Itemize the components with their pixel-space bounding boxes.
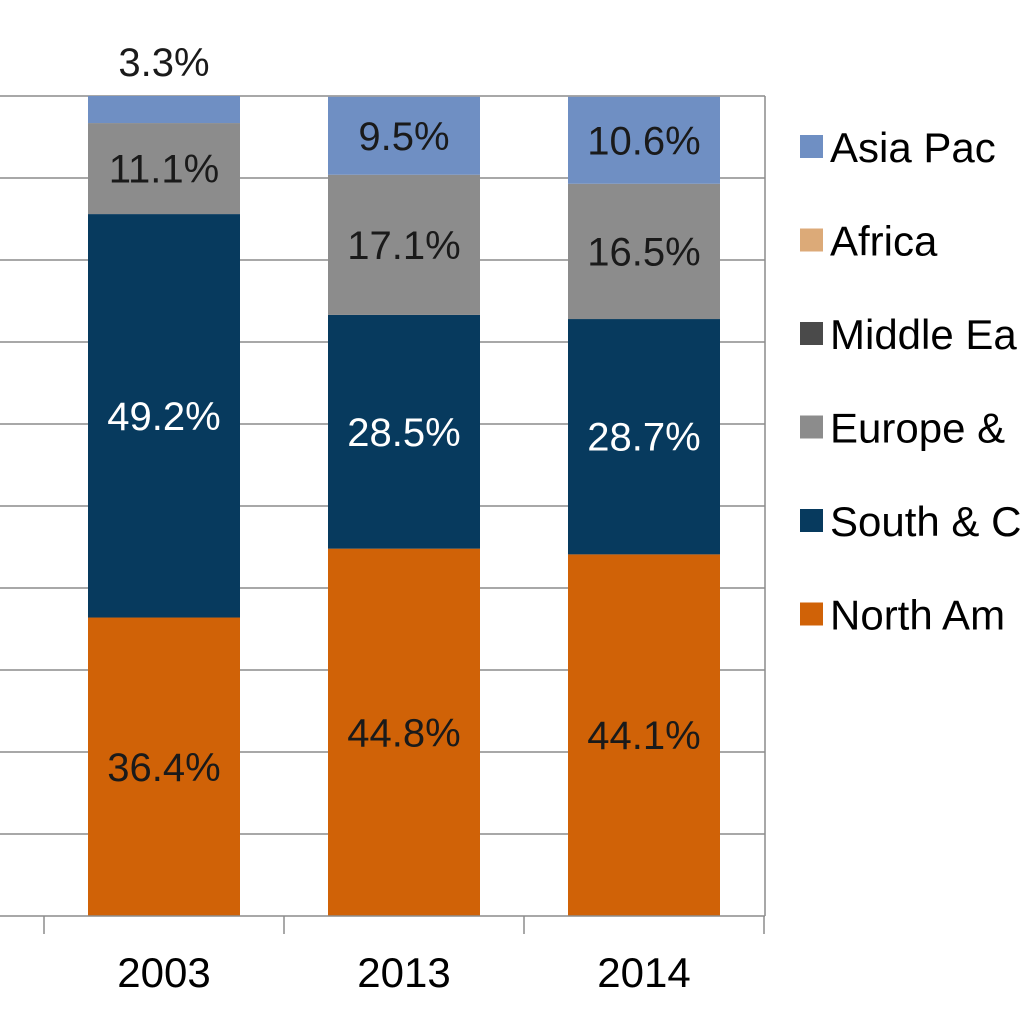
- data-label-2013-europe-eurasia: 17.1%: [347, 224, 460, 268]
- legend-label-asia-pacific: Asia Pac: [830, 124, 996, 171]
- data-label-2014-north-america: 44.1%: [587, 714, 700, 758]
- bar-2013-asia-pacific: [328, 96, 480, 175]
- data-label-2003-asia-pacific: 3.3%: [118, 41, 209, 85]
- legend-swatch-africa: [800, 228, 823, 252]
- legend-label-europe-eurasia: Europe &: [830, 405, 1005, 452]
- bar-2003-europe-eurasia: [88, 123, 240, 215]
- bar-2014-south-central-america: [568, 319, 720, 555]
- x-tick-label-2014: 2014: [597, 949, 690, 996]
- legend-label-south-central-america: South & C: [830, 498, 1021, 545]
- x-tick-labels: 2003 2013 2014: [117, 949, 690, 996]
- data-label-2014-asia-pacific: 10.6%: [587, 119, 700, 163]
- data-label-2013-north-america: 44.8%: [347, 711, 460, 755]
- legend-swatch-north-america: [800, 602, 823, 626]
- bar-segments: [88, 96, 720, 916]
- data-label-2003-europe-eurasia: 11.1%: [109, 148, 219, 192]
- data-label-2014-south-central-america: 28.7%: [587, 416, 700, 460]
- bar-2014-north-america: [568, 554, 720, 916]
- legend: Asia Pac Africa Middle Ea Europe & South & C…: [800, 124, 1021, 639]
- bar-2003-north-america: [88, 617, 240, 916]
- data-labels: 36.4% 49.2% 11.1% 3.3% 44.8% 28.5% 17.1% 9.5% 44…: [107, 41, 700, 790]
- data-label-2013-south-central-america: 28.5%: [347, 411, 460, 455]
- bar-2013-europe-eurasia: [328, 174, 480, 315]
- legend-label-middle-east: Middle Ea: [830, 311, 1017, 358]
- legend-swatch-middle-east: [800, 322, 823, 345]
- bar-2013-north-america: [328, 548, 480, 916]
- data-label-2013-asia-pacific: 9.5%: [358, 115, 449, 159]
- data-label-2014-europe-eurasia: 16.5%: [587, 230, 700, 274]
- legend-swatch-europe-eurasia: [800, 415, 823, 439]
- legend-swatch-south-central-america: [800, 509, 823, 532]
- data-label-2003-south-central-america: 49.2%: [107, 395, 220, 439]
- x-tick-label-2003: 2003: [117, 949, 210, 996]
- legend-swatch-asia-pacific: [800, 135, 823, 158]
- x-axis: [0, 915, 765, 934]
- bar-2013-south-central-america: [328, 314, 480, 549]
- bar-2014-asia-pacific: [568, 96, 720, 184]
- bar-2003-asia-pacific: [88, 96, 240, 124]
- x-tick-label-2013: 2013: [357, 949, 450, 996]
- data-label-2003-north-america: 36.4%: [107, 746, 220, 790]
- legend-label-north-america: North Am: [830, 592, 1005, 639]
- bar-2003-south-central-america: [88, 214, 240, 618]
- bar-2014-europe-eurasia: [568, 183, 720, 320]
- legend-label-africa: Africa: [830, 218, 938, 265]
